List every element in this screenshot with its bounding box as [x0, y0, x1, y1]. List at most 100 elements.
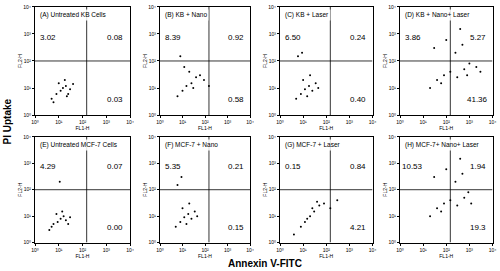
svg-text:0.24: 0.24 [350, 33, 366, 42]
svg-text:10.53: 10.53 [402, 162, 423, 171]
svg-text:10¹: 10¹ [24, 85, 32, 91]
svg-text:0.21: 0.21 [228, 162, 244, 171]
svg-text:10¹: 10¹ [55, 119, 63, 125]
svg-text:FL1-H: FL1-H [198, 253, 212, 259]
svg-text:10⁰: 10⁰ [156, 119, 164, 125]
svg-text:10³: 10³ [269, 160, 277, 166]
svg-text:FL1-H: FL1-H [439, 125, 453, 131]
svg-text:10⁰: 10⁰ [156, 247, 164, 253]
svg-text:(D) KB + Nano+ Laser: (D) KB + Nano+ Laser [405, 11, 470, 19]
svg-text:4.29: 4.29 [40, 162, 56, 171]
svg-text:10³: 10³ [224, 119, 232, 125]
svg-text:10²: 10² [323, 247, 331, 253]
svg-text:10⁰: 10⁰ [396, 247, 404, 253]
svg-text:10⁰: 10⁰ [23, 112, 31, 118]
svg-text:10²: 10² [201, 119, 209, 125]
svg-text:10²: 10² [149, 58, 157, 64]
svg-text:10⁴: 10⁴ [148, 4, 156, 10]
svg-text:0.92: 0.92 [228, 33, 244, 42]
svg-text:3.86: 3.86 [405, 33, 421, 42]
svg-text:10⁴: 10⁴ [126, 119, 134, 125]
svg-text:1.94: 1.94 [470, 162, 486, 171]
svg-text:10²: 10² [24, 186, 32, 192]
svg-text:10³: 10³ [269, 31, 277, 37]
svg-text:0.15: 0.15 [228, 223, 244, 232]
svg-text:(G) MCF-7 + Laser: (G) MCF-7 + Laser [285, 141, 341, 149]
svg-text:10¹: 10¹ [24, 213, 32, 219]
svg-text:FL2-H: FL2-H [262, 182, 268, 196]
svg-text:FL1-H: FL1-H [76, 253, 90, 259]
svg-text:FL1-H: FL1-H [319, 125, 333, 131]
svg-text:10²: 10² [443, 247, 451, 253]
svg-text:10¹: 10¹ [149, 213, 157, 219]
svg-text:8.39: 8.39 [165, 33, 181, 42]
svg-text:10³: 10³ [346, 119, 354, 125]
svg-text:5.35: 5.35 [165, 162, 181, 171]
svg-text:10³: 10³ [24, 160, 32, 166]
svg-text:10¹: 10¹ [269, 85, 277, 91]
svg-text:10³: 10³ [24, 31, 32, 37]
svg-text:10⁴: 10⁴ [246, 247, 254, 253]
svg-text:10¹: 10¹ [179, 119, 187, 125]
svg-text:10²: 10² [323, 119, 331, 125]
svg-text:0.84: 0.84 [350, 162, 366, 171]
svg-text:10¹: 10¹ [179, 247, 187, 253]
svg-text:FL2-H: FL2-H [17, 54, 23, 68]
svg-text:10²: 10² [389, 58, 397, 64]
svg-text:0.00: 0.00 [107, 223, 123, 232]
svg-text:10⁰: 10⁰ [148, 112, 156, 118]
svg-text:10²: 10² [79, 119, 87, 125]
svg-text:0.40: 0.40 [350, 95, 366, 104]
svg-text:(E) Untreated MCF-7 Cells: (E) Untreated MCF-7 Cells [40, 141, 118, 149]
svg-text:10⁰: 10⁰ [268, 239, 276, 245]
svg-text:10⁰: 10⁰ [396, 119, 404, 125]
svg-text:0.03: 0.03 [107, 95, 123, 104]
svg-text:10²: 10² [201, 247, 209, 253]
svg-text:FL2-H: FL2-H [382, 54, 388, 68]
svg-text:10⁰: 10⁰ [23, 239, 31, 245]
svg-text:10³: 10³ [346, 247, 354, 253]
svg-text:FL1-H: FL1-H [198, 125, 212, 131]
svg-text:10²: 10² [24, 58, 32, 64]
svg-text:10³: 10³ [466, 119, 474, 125]
svg-text:FL1-H: FL1-H [76, 125, 90, 131]
svg-text:10²: 10² [389, 186, 397, 192]
svg-text:(H) MCF-7+ Nano+ Laser: (H) MCF-7+ Nano+ Laser [405, 141, 480, 149]
svg-text:10⁰: 10⁰ [276, 247, 284, 253]
svg-text:10⁰: 10⁰ [31, 119, 39, 125]
svg-text:(F) MCF-7 + Nano: (F) MCF-7 + Nano [165, 141, 218, 149]
svg-text:10⁴: 10⁴ [489, 119, 497, 125]
svg-text:10¹: 10¹ [149, 85, 157, 91]
svg-text:10¹: 10¹ [55, 247, 63, 253]
svg-text:0.15: 0.15 [285, 162, 301, 171]
svg-text:3.02: 3.02 [40, 33, 56, 42]
svg-text:10¹: 10¹ [420, 247, 428, 253]
svg-text:10³: 10³ [389, 160, 397, 166]
svg-text:FL2-H: FL2-H [17, 182, 23, 196]
svg-text:FL2-H: FL2-H [262, 54, 268, 68]
svg-text:19.3: 19.3 [470, 223, 486, 232]
svg-text:10⁴: 10⁴ [23, 134, 31, 140]
svg-text:10⁴: 10⁴ [388, 4, 396, 10]
svg-text:10⁰: 10⁰ [31, 247, 39, 253]
svg-text:10³: 10³ [389, 31, 397, 37]
svg-text:4.21: 4.21 [350, 223, 366, 232]
svg-text:(C) KB + Laser: (C) KB + Laser [285, 11, 329, 19]
svg-text:FL2-H: FL2-H [142, 54, 148, 68]
svg-text:10¹: 10¹ [300, 119, 308, 125]
svg-text:10¹: 10¹ [389, 85, 397, 91]
svg-text:10⁴: 10⁴ [489, 247, 497, 253]
svg-text:0.07: 0.07 [107, 162, 123, 171]
svg-text:5.27: 5.27 [470, 33, 486, 42]
svg-text:10¹: 10¹ [420, 119, 428, 125]
svg-text:10⁰: 10⁰ [276, 119, 284, 125]
svg-text:10³: 10³ [466, 247, 474, 253]
svg-text:10²: 10² [79, 247, 87, 253]
svg-text:10⁴: 10⁴ [369, 119, 377, 125]
svg-text:10⁴: 10⁴ [126, 247, 134, 253]
svg-text:10²: 10² [149, 186, 157, 192]
svg-text:10³: 10³ [149, 160, 157, 166]
svg-text:10²: 10² [269, 186, 277, 192]
svg-text:10³: 10³ [149, 31, 157, 37]
svg-text:10⁴: 10⁴ [388, 134, 396, 140]
